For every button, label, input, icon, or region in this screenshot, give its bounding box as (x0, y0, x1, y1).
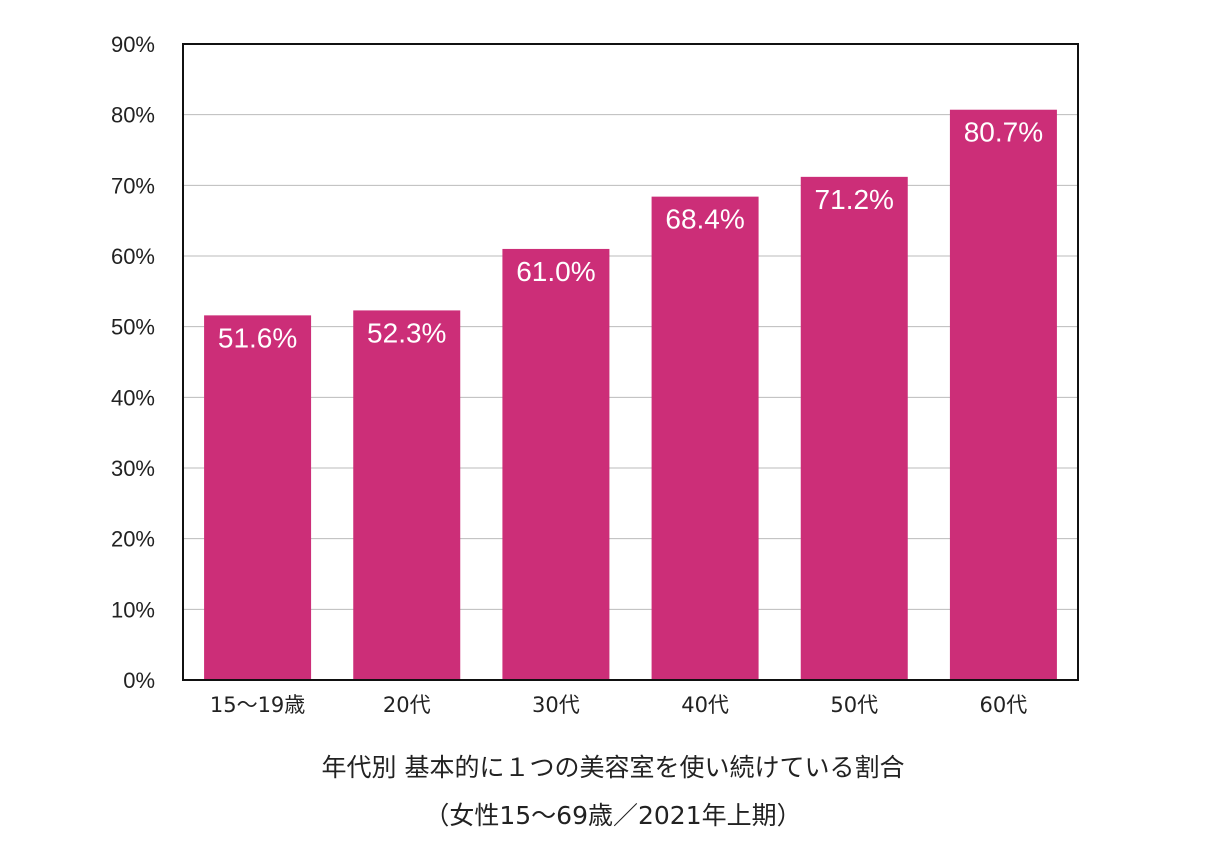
y-tick-label: 40% (111, 385, 155, 410)
x-tick-label: 15〜19歳 (210, 693, 305, 717)
data-label: 51.6% (218, 322, 297, 353)
data-label: 52.3% (367, 317, 446, 348)
y-tick-label: 20% (111, 527, 155, 552)
y-tick-label: 90% (111, 32, 155, 57)
bar (204, 315, 312, 680)
x-tick-label: 20代 (383, 693, 431, 717)
y-tick-label: 80% (111, 103, 155, 128)
y-tick-label: 10% (111, 597, 155, 622)
y-tick-label: 70% (111, 173, 155, 198)
chart-subtitle: （女性15〜69歳／2021年上期） (424, 801, 802, 830)
x-tick-label: 50代 (830, 693, 878, 717)
x-tick-label: 30代 (532, 693, 580, 717)
x-tick-label: 40代 (681, 693, 729, 717)
bar (651, 196, 759, 680)
data-label: 80.7% (964, 117, 1043, 148)
bar (800, 176, 908, 680)
y-tick-label: 0% (123, 668, 155, 693)
x-tick-label: 60代 (980, 693, 1028, 717)
data-label: 71.2% (815, 184, 894, 215)
bar (502, 248, 610, 680)
bar (949, 109, 1057, 681)
bar (353, 310, 461, 680)
plot-frame (182, 43, 1079, 681)
y-tick-label: 30% (111, 456, 155, 481)
y-tick-label: 50% (111, 315, 155, 340)
chart-title: 年代別 基本的に１つの美容室を使い続けている割合 (321, 753, 905, 782)
y-tick-label: 60% (111, 244, 155, 269)
bar-chart: 0% 10% 20% 30% 40% 50% 60% 70% 80% 90% 51.6% 15〜19歳… (111, 32, 1079, 717)
data-label: 61.0% (516, 256, 595, 287)
data-label: 68.4% (665, 204, 744, 235)
